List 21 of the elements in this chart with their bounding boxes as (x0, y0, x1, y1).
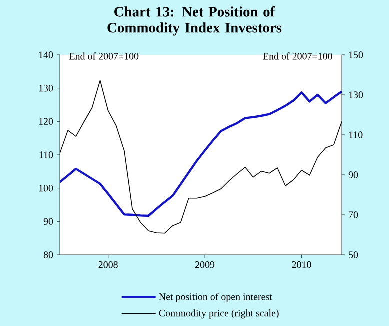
y-tick-label: 90 (44, 218, 54, 226)
y2-tick-label: 50 (349, 252, 358, 258)
y-tick-label: 100 (39, 184, 54, 192)
y-tick-label: 140 (39, 52, 54, 58)
x-tick-label: 2008 (98, 262, 118, 268)
annotation: End of 2007=100 (263, 52, 332, 60)
chart-title: Chart 13: Net Position of Commodity Index Investors (108, 6, 282, 36)
legend-label: Net position of open interest (159, 293, 272, 302)
y-tick-label: 130 (39, 84, 54, 92)
legend-label: Commodity price (right scale) (159, 310, 279, 319)
y-tick-label: 80 (44, 252, 54, 258)
y2-tick-label: 70 (349, 212, 358, 218)
y2-tick-label: 130 (349, 92, 364, 98)
y2-tick-label: 150 (349, 52, 364, 58)
annotation: End of 2007=100 (69, 52, 139, 60)
y2-tick-label: 90 (348, 172, 358, 178)
y-tick-label: 110 (40, 152, 54, 158)
x-tick-label: 2010 (292, 262, 312, 268)
y-tick-label: 120 (39, 118, 54, 126)
x-tick-label: 2009 (196, 262, 215, 268)
y2-tick-label: 110 (349, 132, 363, 138)
